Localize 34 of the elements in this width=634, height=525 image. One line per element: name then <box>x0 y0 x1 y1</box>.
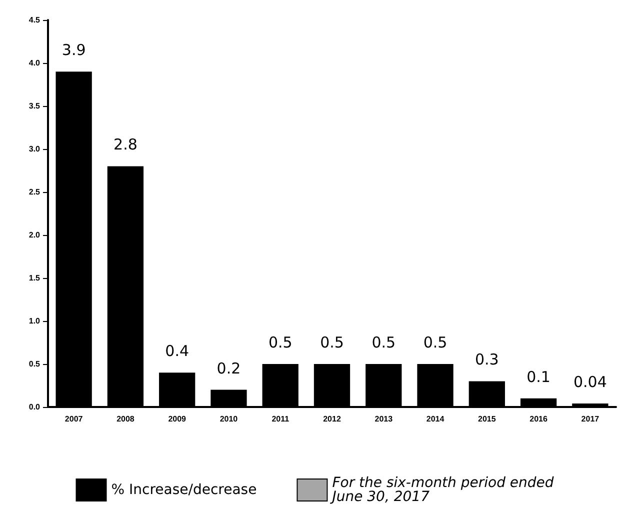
data-label: 0.3 <box>474 350 499 369</box>
data-label: 0.2 <box>216 359 241 378</box>
x-tick-label: 2017 <box>581 414 600 424</box>
x-tick-label: 2011 <box>272 414 290 424</box>
x-tick-label: 2015 <box>478 414 496 424</box>
x-tick-label: 2013 <box>374 414 394 424</box>
x-tick-label: 2010 <box>220 414 238 424</box>
data-label: 0.04 <box>573 373 607 392</box>
data-label: 0.5 <box>372 334 396 352</box>
data-label: 3.9 <box>62 41 86 60</box>
x-tick-label: 2007 <box>64 414 84 424</box>
x-tick-label: 2012 <box>323 414 342 424</box>
y-tick-label: 0.5 <box>28 360 41 368</box>
y-tick-label: 0.0 <box>28 402 41 412</box>
x-tick-label: 2016 <box>530 414 548 424</box>
data-label: 0.1 <box>526 368 550 386</box>
legend-label: % Increase/decrease <box>111 482 257 498</box>
y-tick-label: 3.5 <box>28 102 41 110</box>
x-tick-label: 2014 <box>426 414 445 424</box>
data-label: 2.8 <box>114 136 138 154</box>
y-tick-label: 4.5 <box>28 16 41 24</box>
data-label: 0.4 <box>165 342 190 360</box>
y-tick-label: 1.5 <box>28 274 41 282</box>
y-tick-label: 3.0 <box>28 144 41 154</box>
data-label: 0.5 <box>423 334 448 352</box>
legend-label: For the six-month period ended June 30, 2017 <box>329 475 558 505</box>
data-label: 0.5 <box>268 334 292 352</box>
y-tick-label: 2.5 <box>28 188 41 196</box>
x-tick-label: 2008 <box>116 414 135 424</box>
data-label: 0.5 <box>320 334 344 352</box>
y-tick-label: 2.0 <box>28 230 41 240</box>
y-tick-label: 1.0 <box>28 316 41 326</box>
y-tick-label: 4.0 <box>28 58 41 68</box>
x-tick-label: 2009 <box>168 414 187 424</box>
